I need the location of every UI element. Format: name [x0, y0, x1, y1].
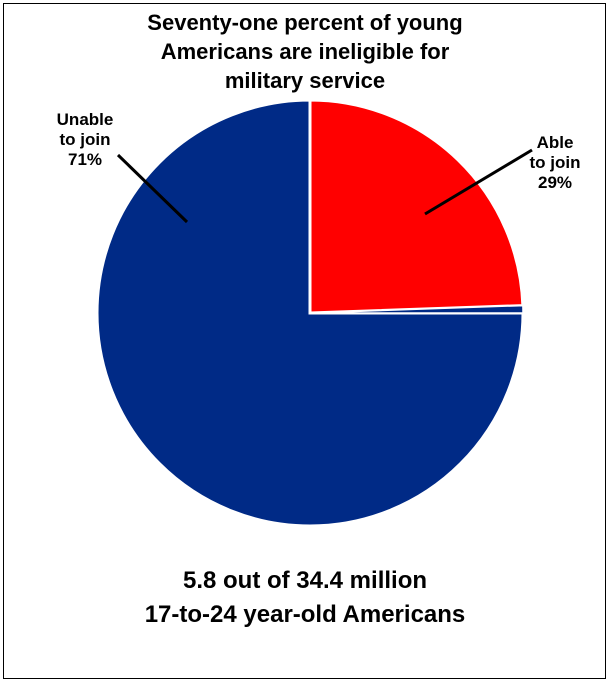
pie-slice-unable — [95, 98, 525, 528]
chart-subtitle: 5.8 out of 34.4 million 17-to-24 year-ol… — [144, 567, 466, 628]
chart-title: Seventy-one percent of young Americans a… — [147, 10, 463, 93]
leader-line-unable — [116, 153, 189, 224]
slice-label-able: Able to join 29% — [529, 133, 581, 192]
pie-slice-able — [308, 98, 525, 315]
leader-line-able — [424, 148, 533, 216]
pie-slice-divider — [309, 304, 524, 314]
slice-label-unable: Unable to join 71% — [56, 110, 114, 169]
